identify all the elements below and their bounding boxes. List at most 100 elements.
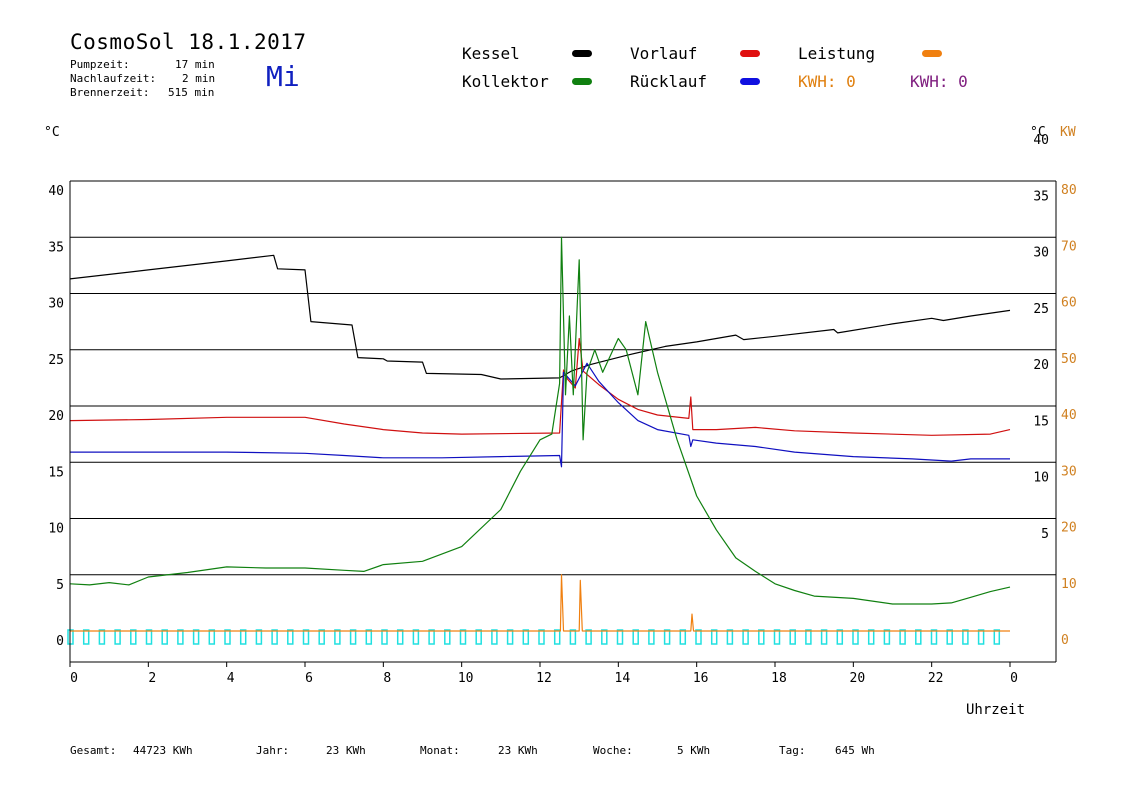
cyan-marker-27: [491, 629, 498, 645]
y-tick-left-35: 35: [48, 240, 64, 255]
footer-monat-label: Monat:: [420, 744, 460, 757]
cyan-marker-4: [130, 629, 137, 645]
cyan-marker-38: [663, 629, 671, 645]
x-tick-label-11: 22: [928, 671, 944, 686]
x-axis-label: Uhrzeit: [966, 702, 1026, 718]
cyan-marker-34: [601, 629, 608, 645]
footer-jahr-value: 23 KWh: [326, 744, 366, 757]
y-tick-left-25: 25: [48, 353, 64, 368]
cyan-marker-5: [145, 629, 153, 645]
stat-pumpzeit-value: 17 min: [175, 58, 215, 71]
cyan-marker-54: [915, 629, 922, 645]
x-tick-label-4: 8: [383, 671, 391, 686]
series-line-kessel: [69, 254, 1011, 380]
footer-monat-value: 23 KWh: [498, 744, 538, 757]
stat-pumpzeit-label: Pumpzeit:: [70, 58, 130, 71]
footer-tag-value: 645 Wh: [835, 744, 875, 757]
y-tick-right-c-10: 10: [1033, 471, 1049, 486]
cyan-marker-35: [616, 629, 624, 645]
cyan-marker-44: [758, 629, 765, 645]
cyan-marker-13: [271, 629, 278, 645]
cyan-marker-50: [852, 629, 859, 645]
cyan-marker-24: [444, 629, 451, 645]
x-tick-label-3: 6: [305, 671, 313, 686]
x-tick-label-8: 16: [693, 671, 709, 686]
series-line-kollektor: [69, 236, 1011, 605]
cyan-marker-1: [82, 629, 90, 645]
cyan-marker-12: [255, 629, 263, 645]
cyan-marker-10: [224, 629, 231, 645]
x-tick-label-5: 10: [458, 671, 474, 686]
cyan-marker-25: [459, 629, 467, 645]
right-axis-unit-c: °C: [1030, 125, 1046, 140]
y-tick-left-20: 20: [48, 409, 64, 424]
chart-title: CosmoSol 18.1.2017: [70, 30, 307, 54]
cyan-marker-46: [789, 629, 796, 645]
cyan-marker-14: [287, 629, 294, 645]
legend-label-kollektor: Kollektor: [462, 72, 549, 91]
y-tick-right-kw-60: 60: [1061, 296, 1077, 311]
y-tick-right-c-15: 15: [1033, 414, 1049, 429]
series-line-leistung: [70, 574, 1010, 632]
cyan-marker-59: [993, 629, 1001, 645]
cyan-marker-15: [302, 629, 310, 645]
y-tick-left-5: 5: [56, 578, 64, 593]
y-tick-left-40: 40: [48, 184, 64, 199]
cyan-marker-42: [726, 629, 734, 645]
cyan-marker-33: [585, 629, 592, 645]
legend-kwh-1: KWH: 0: [798, 72, 856, 91]
cyan-marker-3: [114, 629, 121, 645]
cyan-marker-8: [192, 629, 200, 645]
y-tick-right-kw-50: 50: [1061, 352, 1077, 367]
cyan-marker-41: [710, 629, 718, 645]
cyan-marker-58: [977, 629, 985, 645]
cyan-marker-31: [553, 629, 561, 645]
y-tick-right-kw-70: 70: [1061, 239, 1077, 254]
cyan-marker-49: [836, 629, 844, 645]
legend-label-ruecklauf: Rücklauf: [630, 72, 708, 91]
x-tick-label-2: 4: [227, 671, 235, 686]
cyan-marker-17: [334, 629, 341, 645]
y-tick-right-kw-40: 40: [1061, 408, 1077, 423]
cyan-marker-19: [365, 629, 373, 645]
cyan-marker-36: [632, 629, 639, 645]
cyan-marker-45: [773, 629, 781, 645]
chart-axes: [69, 181, 1057, 664]
weekday-label: Mi: [266, 60, 300, 93]
x-tick-label-1: 2: [148, 671, 156, 686]
cyan-marker-53: [899, 629, 906, 645]
cyan-marker-47: [805, 629, 812, 645]
y-tick-right-kw-0: 0: [1061, 633, 1069, 648]
chart-series: [69, 236, 1011, 632]
x-tick-label-0: 0: [70, 671, 78, 686]
y-tick-right-c-35: 35: [1033, 189, 1049, 204]
cyan-marker-43: [742, 629, 749, 645]
legend-swatch-kessel: [572, 50, 592, 57]
cyan-marker-48: [820, 629, 828, 645]
y-tick-right-kw-10: 10: [1061, 577, 1077, 592]
x-tick-label-9: 18: [771, 671, 787, 686]
footer-woche-label: Woche:: [593, 744, 633, 757]
stat-nachlaufzeit-value: 2 min: [182, 72, 216, 85]
cyan-marker-39: [679, 629, 687, 645]
footer-woche-value: 5 KWh: [677, 744, 711, 757]
cyan-marker-row: [67, 629, 1001, 645]
x-tick-label-12: 0: [1010, 671, 1018, 686]
y-tick-right-kw-30: 30: [1061, 464, 1077, 479]
y-tick-left-15: 15: [48, 465, 64, 480]
y-tick-right-c-30: 30: [1033, 246, 1049, 261]
cyan-marker-30: [538, 629, 545, 645]
legend-label-vorlauf: Vorlauf: [630, 44, 698, 63]
stat-nachlaufzeit-label: Nachlaufzeit:: [70, 72, 157, 85]
legend-label-leistung: Leistung: [798, 44, 876, 63]
cyan-marker-56: [946, 629, 953, 645]
series-line-vorlauf: [69, 337, 1011, 436]
y-tick-left-10: 10: [48, 522, 64, 537]
footer-gesamt-value: 44723 KWh: [133, 744, 193, 757]
right-axis-unit-kw: KW: [1060, 125, 1076, 140]
legend-kwh-2: KWH: 0: [910, 72, 968, 91]
stat-brennerzeit-label: Brennerzeit:: [70, 86, 150, 99]
y-tick-right-c-40: 40: [1033, 133, 1049, 148]
cyan-marker-11: [239, 629, 247, 645]
